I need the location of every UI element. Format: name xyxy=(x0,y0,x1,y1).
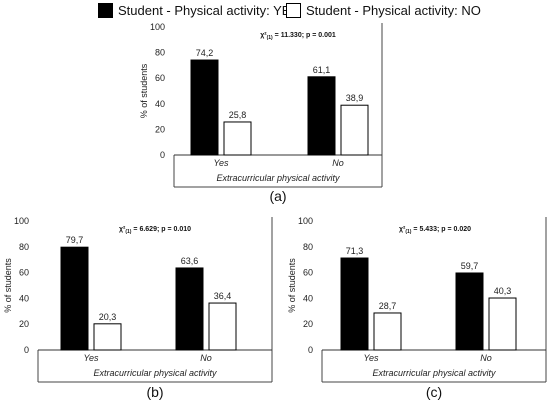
y-tick-label: 40 xyxy=(155,99,165,109)
panel-label: (c) xyxy=(426,384,442,400)
stat-annotation: χ²(1) = 5.433; p = 0.020 xyxy=(399,226,471,235)
x-axis-label: Extracurricular physical activity xyxy=(372,368,496,378)
bar-yes-pa-no xyxy=(223,121,252,156)
data-label: 28,7 xyxy=(379,301,397,311)
legend-swatch-yes xyxy=(98,3,113,18)
y-tick-label: 80 xyxy=(155,48,165,58)
bar-yes-pa-yes xyxy=(340,257,369,351)
data-label: 36,4 xyxy=(214,291,232,301)
y-axis-label: % of students xyxy=(287,258,297,313)
data-label: 63,6 xyxy=(181,256,199,266)
y-tick-label: 20 xyxy=(303,319,313,329)
legend-swatch-no xyxy=(286,3,301,18)
y-tick-label: 100 xyxy=(150,22,165,32)
panel-label: (b) xyxy=(146,384,163,400)
y-tick-label: 60 xyxy=(155,73,165,83)
data-label: 61,1 xyxy=(313,65,331,75)
y-tick-label: 20 xyxy=(19,319,29,329)
y-tick-label: 60 xyxy=(19,268,29,278)
x-tick-label: No xyxy=(480,353,492,363)
y-tick-label: 80 xyxy=(19,242,29,252)
data-label: 79,7 xyxy=(66,235,84,245)
y-tick-label: 40 xyxy=(303,293,313,303)
x-tick-label: Yes xyxy=(363,353,379,363)
panel-label: (a) xyxy=(269,188,286,204)
x-tick-label: Yes xyxy=(213,158,229,168)
y-tick-label: 60 xyxy=(303,268,313,278)
bar-no-pa-no xyxy=(488,297,517,351)
data-label: 71,3 xyxy=(346,246,364,256)
chart-panel-2: 0 20 40 60 80 100 % of students 79,7 20,3 Yes 63,6… xyxy=(3,216,273,400)
x-axis-label: Extracurricular physical activity xyxy=(93,368,217,378)
chart-panel-3: 0 20 40 60 80 100 % of students 71,3 28,7 Yes 59,7… xyxy=(287,216,547,400)
stat-annotation: χ²(1) = 6.629; p = 0.010 xyxy=(119,226,191,235)
legend-label-yes: Student - Physical activity: YES xyxy=(118,3,300,18)
y-tick-label: 20 xyxy=(155,124,165,134)
x-axis-label: Extracurricular physical activity xyxy=(216,173,340,183)
x-tick-label: No xyxy=(200,353,212,363)
y-tick-label: 100 xyxy=(298,216,313,226)
data-label: 20,3 xyxy=(99,312,117,322)
bar-no-pa-no xyxy=(340,104,369,156)
y-tick-label: 0 xyxy=(24,345,29,355)
bar-no-pa-yes xyxy=(307,76,336,156)
x-tick-label: No xyxy=(332,158,344,168)
bar-yes-pa-yes xyxy=(60,246,89,351)
data-label: 74,2 xyxy=(196,48,214,58)
y-axis-label: % of students xyxy=(3,258,13,313)
y-tick-label: 80 xyxy=(303,242,313,252)
bar-yes-pa-no xyxy=(93,323,122,351)
bar-no-pa-yes xyxy=(175,267,204,351)
legend-label-no: Student - Physical activity: NO xyxy=(306,3,481,18)
y-tick-label: 0 xyxy=(308,345,313,355)
bar-no-pa-yes xyxy=(455,272,484,351)
bar-yes-pa-no xyxy=(373,312,402,351)
y-tick-label: 100 xyxy=(14,216,29,226)
data-label: 38,9 xyxy=(346,93,364,103)
y-axis-label: % of students xyxy=(139,63,149,118)
data-label: 25,8 xyxy=(229,110,247,120)
stat-annotation: χ²(1) = 11.330; p = 0.001 xyxy=(260,32,336,41)
bar-yes-pa-yes xyxy=(190,59,219,156)
y-tick-label: 40 xyxy=(19,293,29,303)
y-tick-label: 0 xyxy=(160,150,165,160)
data-label: 59,7 xyxy=(461,261,479,271)
data-label: 40,3 xyxy=(494,286,512,296)
x-tick-label: Yes xyxy=(83,353,99,363)
bar-no-pa-no xyxy=(208,302,237,351)
chart-panel-1: 0 20 40 60 80 100 % of students 74,2 25,8 Yes 61,1… xyxy=(139,22,383,204)
